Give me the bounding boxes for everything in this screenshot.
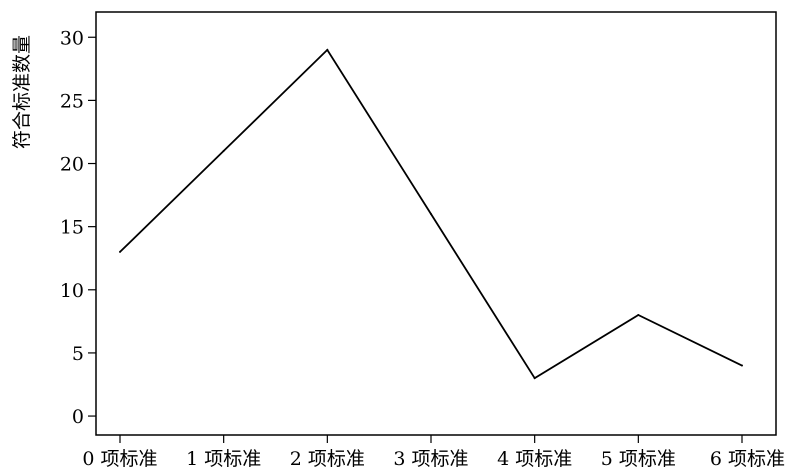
data-point xyxy=(119,250,121,253)
y-axis-title: 符合标准数量 xyxy=(11,35,33,149)
y-tick-label: 30 xyxy=(60,27,84,49)
x-tick-label: 6 项标准 xyxy=(710,448,785,470)
x-tick-label: 4 项标准 xyxy=(497,448,572,470)
x-tick-label: 3 项标准 xyxy=(393,448,468,470)
data-point xyxy=(222,149,225,152)
y-tick-label: 5 xyxy=(72,343,84,365)
data-point xyxy=(637,314,640,317)
y-tick-label: 0 xyxy=(72,406,84,428)
plot-frame xyxy=(95,11,777,436)
x-tick-label: 5 项标准 xyxy=(601,448,676,470)
y-tick-label: 15 xyxy=(60,217,84,239)
data-point xyxy=(741,364,743,367)
y-axis: 0 5 10 15 20 25 30 xyxy=(60,27,96,428)
data-point xyxy=(430,213,432,216)
y-tick-label: 20 xyxy=(60,154,84,176)
data-point xyxy=(533,377,536,380)
x-tick-label: 1 项标准 xyxy=(186,448,261,470)
x-tick-label: 0 项标准 xyxy=(82,448,157,470)
x-axis: 0 项标准 1 项标准 2 项标准 3 项标准 4 项标准 5 项标准 6 项标准 xyxy=(82,435,785,470)
x-tick-label: 2 项标准 xyxy=(290,448,365,470)
series-layer xyxy=(119,48,743,380)
y-tick-label: 25 xyxy=(60,90,84,112)
data-point xyxy=(326,48,329,51)
y-tick-label: 10 xyxy=(60,280,84,302)
